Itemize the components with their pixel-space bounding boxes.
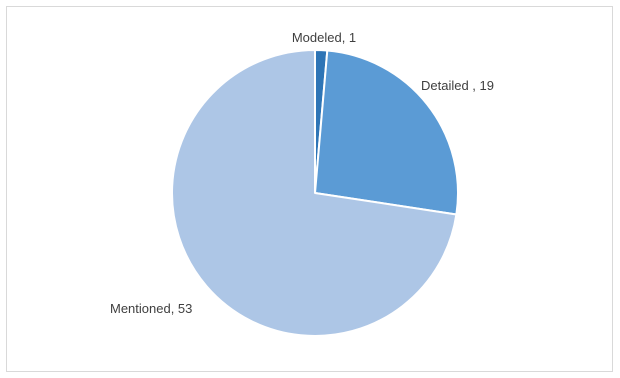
slice-detailed [314,49,459,216]
slice-label-modeled: Modeled, 1 [292,30,356,45]
pie-data-labels: Modeled, 1 Detailed , 19 Mentioned, 53 [110,30,494,316]
slice-label-mentioned: Mentioned, 53 [110,301,192,316]
slice-mentioned [171,49,458,337]
pie-slices [171,49,459,337]
slice-label-detailed: Detailed , 19 [421,78,494,93]
